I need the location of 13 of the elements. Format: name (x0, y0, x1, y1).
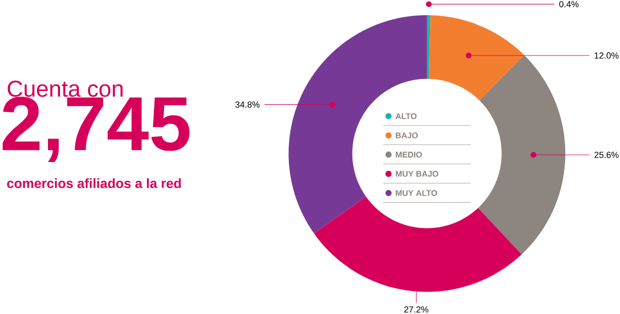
data-label: 25.6% (594, 152, 619, 158)
legend-label: MUY ALTO (396, 190, 438, 196)
legend-label: MEDIO (396, 152, 422, 158)
data-label: 12.0% (594, 52, 619, 59)
data-label: 34.8% (235, 102, 260, 108)
legend-label: MUY BAJO (396, 171, 438, 177)
legend-label: BAJO (396, 132, 418, 138)
text: comercios afiliados a la red (7, 178, 181, 188)
data-label: 27.2% (404, 306, 428, 313)
data-label: 0.4% (559, 1, 579, 8)
text: 2,745 (2, 96, 190, 162)
text: Cuenta con (8, 80, 123, 98)
legend-label: ALTO (396, 113, 417, 120)
